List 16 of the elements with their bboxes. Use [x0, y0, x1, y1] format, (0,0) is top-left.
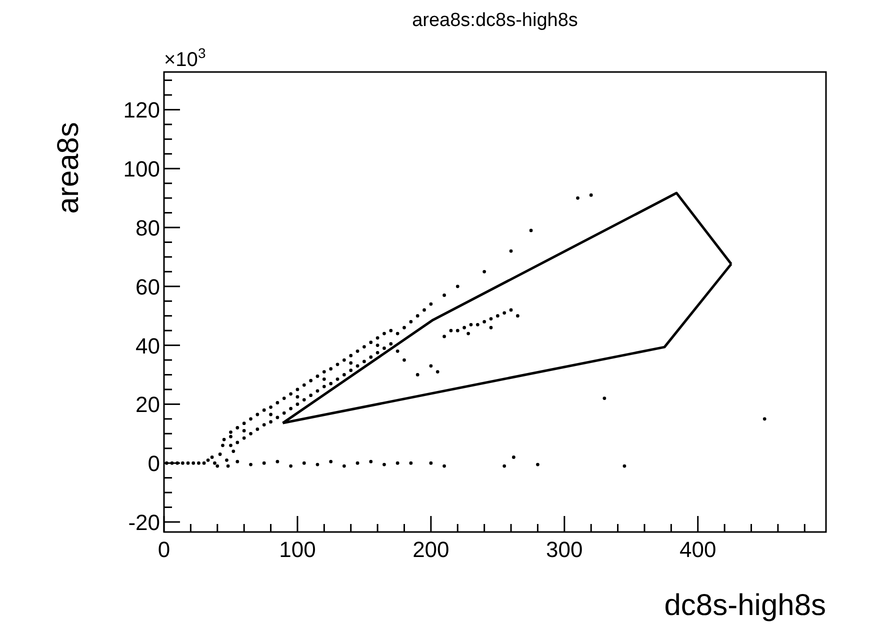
y-axis-title: area8s: [52, 122, 85, 214]
x-tick-label: 300: [546, 537, 583, 562]
y-tick-label: 0: [148, 451, 160, 476]
y-tick-label: 20: [136, 392, 160, 418]
y-tick-label: 120: [123, 98, 160, 123]
y-tick-label: 100: [123, 156, 160, 182]
y-tick-label: -20: [128, 510, 160, 535]
y-tick-label: 60: [136, 274, 160, 300]
x-tick-label: 400: [680, 537, 716, 562]
chart-title: area8s:dc8s-high8s: [412, 10, 578, 31]
x-tick-label: 200: [412, 537, 450, 562]
x-tick-label: 100: [279, 537, 316, 562]
text: ×10$^{3}$: [164, 45, 206, 71]
y-tick-label: 40: [136, 333, 160, 358]
y-tick-label: 80: [136, 215, 160, 240]
x-axis-title: dc8s-high8s: [664, 589, 826, 622]
